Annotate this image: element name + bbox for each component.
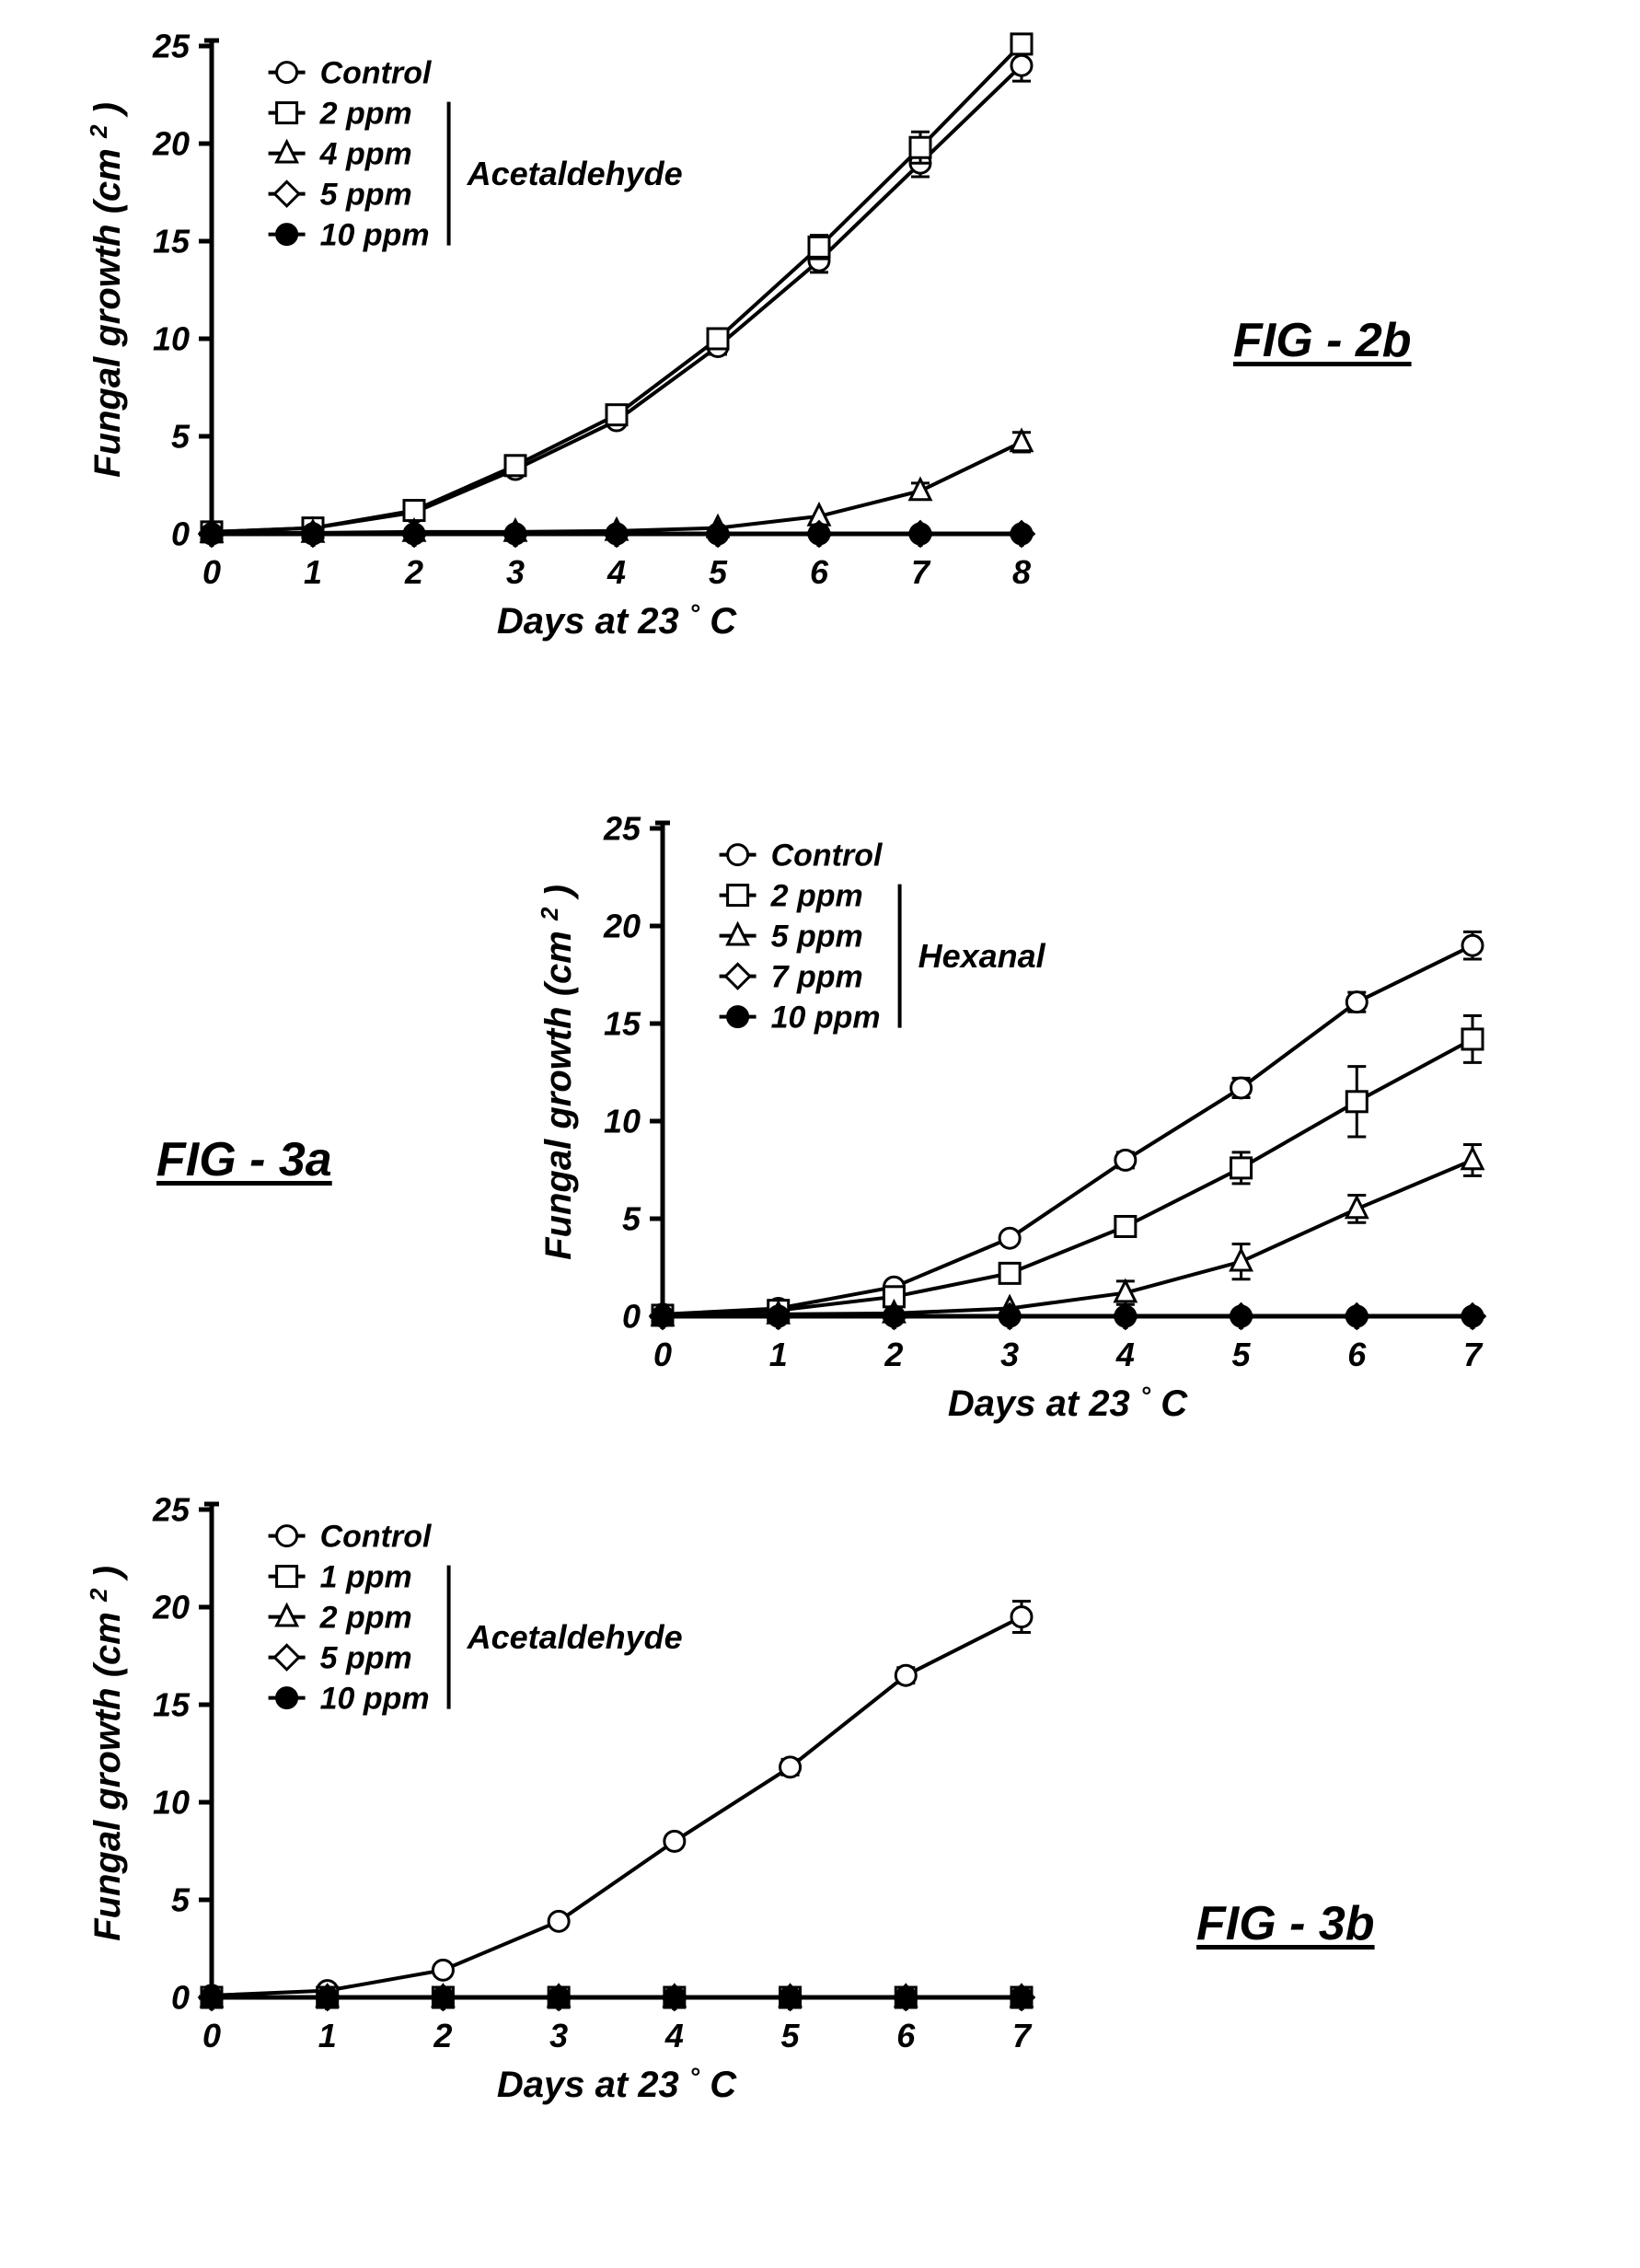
xtick-label: 7 — [1012, 2017, 1033, 2054]
xtick-label: 2 — [433, 2017, 452, 2054]
chart-fig3b: 0 5 10 15 20 25 0 1 2 3 4 5 6 7 Days at 23 ° C Fungal g… — [0, 0, 1640, 2268]
legend-item-label: 2 ppm — [319, 1601, 412, 1636]
figure-label-3b: FIG - 3b — [1196, 1896, 1375, 1951]
xtick-label: 5 — [781, 2017, 801, 2054]
xtick-label: 3 — [549, 2017, 568, 2054]
ytick-label: 15 — [153, 1686, 191, 1724]
xtick-label: 6 — [896, 2017, 916, 2054]
legend-item-label: 10 ppm — [320, 1682, 430, 1717]
ytick-label: 25 — [152, 1491, 191, 1529]
ytick-label: 20 — [152, 1589, 190, 1626]
x-axis-label: Days at 23 ° C — [497, 2063, 737, 2105]
y-axis-label: Fungal growth (cm 2 ) — [85, 1566, 128, 1941]
ytick-label: 0 — [171, 1979, 190, 2017]
xtick-label: 1 — [318, 2017, 337, 2054]
legend-item-label: 1 ppm — [320, 1560, 412, 1595]
xtick-label: 0 — [202, 2017, 221, 2054]
xtick-label: 4 — [664, 2017, 684, 2054]
page: 0510152025012345678Days at 23 ° CFungal … — [0, 0, 1640, 2268]
legend-item-label: Control — [320, 1520, 433, 1555]
ytick-label: 10 — [153, 1784, 190, 1822]
legend-item-label: 5 ppm — [320, 1641, 412, 1676]
ytick-label: 5 — [171, 1881, 191, 1919]
condition-label: Acetaldehyde — [467, 1618, 683, 1656]
